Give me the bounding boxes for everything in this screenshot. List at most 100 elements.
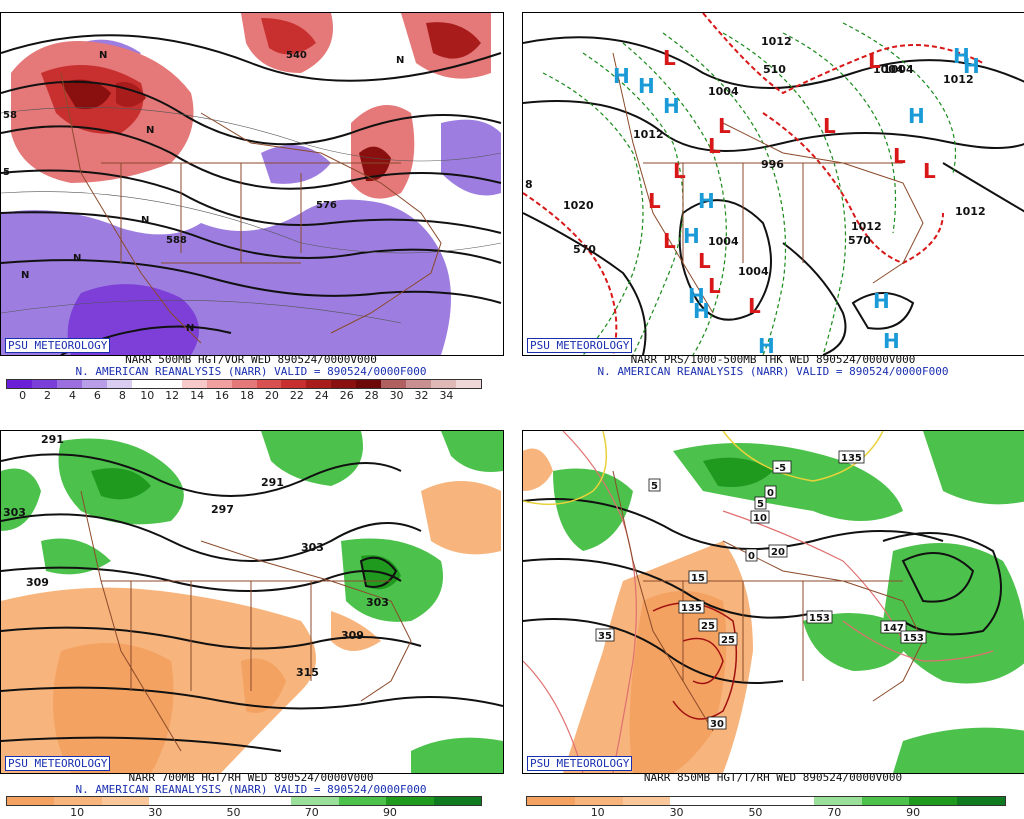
contour-label: 303 <box>3 506 26 519</box>
colorbar-tick-label: 18 <box>239 389 254 402</box>
psu-logo: PSU METEOROLOGY <box>5 756 111 771</box>
contour-label: N <box>99 50 107 61</box>
colorbar-swatch <box>31 380 57 388</box>
colorbar-tick-label: 10 <box>140 389 155 402</box>
contour-label: 8 <box>525 178 533 191</box>
temperature-label: 35 <box>595 628 615 642</box>
colorbar-swatch <box>670 797 719 805</box>
low-pressure-symbol: L <box>708 274 721 298</box>
contour-label: 996 <box>761 158 784 171</box>
svg-text:147: 147 <box>883 623 904 634</box>
colorbar-swatch <box>149 797 197 805</box>
colorbar-swatch <box>106 380 132 388</box>
high-pressure-symbol: H <box>693 299 710 323</box>
low-pressure-symbol: L <box>868 49 881 73</box>
colorbar-swatch <box>244 797 292 805</box>
colorbar-swatch <box>331 380 357 388</box>
colorbar-tick-label: 30 <box>669 806 684 819</box>
high-pressure-symbol: H <box>663 94 680 118</box>
temperature-label: 147 <box>880 620 907 634</box>
contour-label: 1012 <box>943 73 974 86</box>
svg-text:0: 0 <box>767 488 774 499</box>
high-pressure-symbol: H <box>758 334 775 355</box>
colorbar-swatch <box>306 380 332 388</box>
colorbar-tick-label: 10 <box>70 806 85 819</box>
colorbar-tick-label: 70 <box>827 806 842 819</box>
colorbar-swatch <box>54 797 102 805</box>
map-frame: 291 291 297 303 309 303 309 315 303 321 <box>0 430 504 774</box>
low-pressure-symbol: L <box>673 159 686 183</box>
svg-text:25: 25 <box>701 621 715 632</box>
temperature-label: 15 <box>688 570 708 584</box>
panel-pressure-thickness: 1012 1004 1004 1012 996 1004 1004 1012 1… <box>512 0 1024 400</box>
contour-label: N <box>146 125 154 136</box>
contour-label: 1004 <box>873 63 904 76</box>
colorbar-swatch <box>56 380 82 388</box>
colorbar-swatch <box>256 380 282 388</box>
colorbar-tick-label: 22 <box>289 389 304 402</box>
contour-label: N <box>396 55 404 66</box>
caption-title: NARR 500MB HGT/VOR WED 890524/0000V000 <box>125 353 377 366</box>
temperature-label: 153 <box>806 610 833 624</box>
colorbar-swatch <box>957 797 1005 805</box>
colorbar-tick-label: 8 <box>118 389 126 402</box>
rh-700-map: 291 291 297 303 309 303 309 315 303 321 <box>1 431 503 773</box>
high-pressure-symbol: H <box>613 64 630 88</box>
caption-valid: N. AMERICAN REANALYSIS (NARR) VALID = 89… <box>75 365 427 378</box>
high-pressure-symbol: H <box>963 54 980 78</box>
high-pressure-symbol: H <box>638 74 655 98</box>
contour-label: 58 <box>3 110 17 121</box>
panel-700mb-rh: 291 291 297 303 309 303 309 315 303 321 … <box>0 418 512 819</box>
colorbar-tick-label: 2 <box>44 389 52 402</box>
high-pressure-symbol: H <box>688 284 705 308</box>
colorbar-tick-label: 4 <box>68 389 76 402</box>
colorbar-swatch <box>433 797 482 805</box>
colorbar-swatch <box>431 380 457 388</box>
caption-valid: N. AMERICAN REANALYSIS (NARR) VALID = 89… <box>75 783 427 796</box>
temperature-label: 20 <box>768 544 788 558</box>
colorbar-tick-label: 6 <box>93 389 101 402</box>
caption-title: NARR 850MB HGT/T/RH WED 890524/0000V000 <box>643 771 903 784</box>
contour-label: 570 <box>848 234 871 247</box>
temperature-label: -5 <box>772 460 792 474</box>
colorbar-swatch <box>381 380 407 388</box>
caption-valid: N. AMERICAN REANALYSIS (NARR) VALID = 89… <box>597 365 949 378</box>
colorbar-ticks: 10 30 50 70 90 <box>6 806 480 819</box>
svg-text:10: 10 <box>753 513 767 524</box>
colorbar-swatch <box>181 380 207 388</box>
high-pressure-symbol: H <box>698 189 715 213</box>
temperature-label: 135 <box>838 450 865 464</box>
low-pressure-symbol: L <box>823 114 836 138</box>
colorbar-tick-label: 30 <box>389 389 404 402</box>
colorbar-tick-label: 26 <box>339 389 354 402</box>
map-frame: -5 135 5 5 0 10 0 20 15 135 25 25 30 35 153 147 153 <box>522 430 1024 774</box>
colorbar-swatch <box>861 797 910 805</box>
contour-label: 297 <box>211 503 234 516</box>
high-pressure-symbol: H <box>953 44 970 68</box>
colorbar-tick-label: 28 <box>364 389 379 402</box>
svg-text:25: 25 <box>721 635 735 646</box>
colorbar-swatch <box>386 797 434 805</box>
colorbar-swatch <box>813 797 862 805</box>
colorbar-swatch <box>231 380 257 388</box>
temperature-label: 30 <box>707 716 727 730</box>
contour-label: 303 <box>366 596 389 609</box>
colorbar-swatch <box>196 797 245 805</box>
contour-label: 1004 <box>708 85 739 98</box>
colorbar <box>6 379 482 389</box>
low-pressure-symbol: L <box>663 229 676 253</box>
colorbar-swatch <box>718 797 766 805</box>
svg-text:5: 5 <box>651 481 658 492</box>
colorbar-swatch <box>291 797 339 805</box>
contour-label: 303 <box>301 541 324 554</box>
contour-label: 1012 <box>851 220 882 233</box>
low-pressure-symbol: L <box>698 249 711 273</box>
contour-label: 1012 <box>761 35 792 48</box>
colorbar-tick-label: 70 <box>304 806 319 819</box>
colorbar-swatch <box>456 380 482 388</box>
contour-label: 1004 <box>738 265 769 278</box>
contour-label: N <box>186 323 194 334</box>
contour-label: 1020 <box>563 199 594 212</box>
caption-title: NARR 700MB HGT/RH WED 890524/0000V000 <box>128 771 374 784</box>
